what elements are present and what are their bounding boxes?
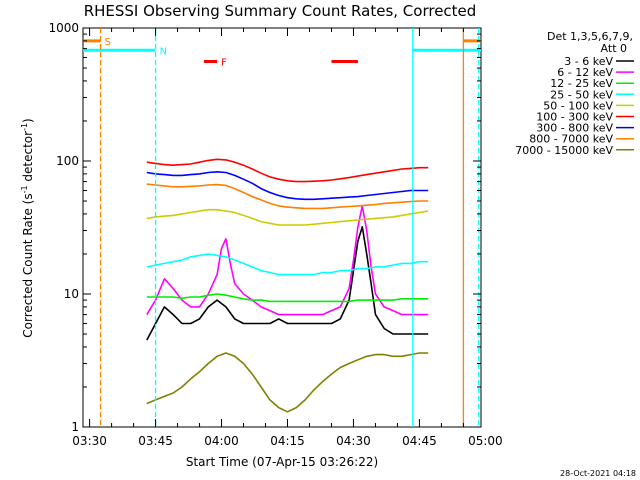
x-tick-label: 04:30: [336, 434, 371, 448]
x-tick-label: 03:45: [138, 434, 173, 448]
y-axis-label: Corrected Count Rate (s-1 detector-1): [20, 118, 35, 337]
legend-label-1: 6 - 12 keV: [557, 66, 613, 79]
legend-label-6: 300 - 800 keV: [536, 122, 613, 135]
x-axis-label: Start Time (07-Apr-15 03:26:22): [186, 455, 378, 469]
x-tick-label: 04:15: [270, 434, 305, 448]
series-line-3: [146, 253, 429, 276]
series-line-5: [146, 158, 429, 183]
series-line-4: [146, 208, 429, 226]
series-line-2: [146, 293, 429, 303]
legend-header-detectors: Det 1,3,5,6,7,9,: [547, 30, 633, 43]
interval-flag-n: N: [160, 46, 167, 57]
x-tick-label: 04:00: [204, 434, 239, 448]
legend-label-4: 50 - 100 keV: [543, 99, 613, 112]
y-tick-label: 100: [56, 154, 79, 168]
x-tick-label: 03:30: [72, 434, 107, 448]
interval-lines: [99, 28, 480, 427]
interval-flag-f: F: [221, 57, 227, 68]
x-tick-label: 04:45: [402, 434, 437, 448]
interval-flag-s: S: [105, 37, 111, 48]
legend-header-attenuator: Att 0: [601, 42, 627, 55]
series-line-7: [146, 183, 429, 210]
series-line-0: [146, 226, 429, 341]
y-tick-label: 1000: [48, 21, 79, 35]
legend-label-5: 100 - 300 keV: [536, 111, 613, 124]
generation-timestamp: 28-Oct-2021 04:18: [560, 469, 636, 478]
plot-frame: [82, 27, 482, 428]
legend-label-8: 7000 - 15000 keV: [515, 144, 613, 157]
legend-label-0: 3 - 6 keV: [564, 55, 613, 68]
observing-intervals: S N F: [83, 37, 481, 68]
y-axis-ticks: 1 10 100 1000: [48, 21, 481, 434]
legend-label-3: 25 - 50 keV: [550, 88, 613, 101]
legend-label-2: 12 - 25 keV: [550, 77, 613, 90]
y-tick-label: 10: [64, 287, 79, 301]
x-tick-label: 05:00: [468, 434, 503, 448]
series-line-1: [146, 205, 429, 316]
series-lines: [146, 158, 429, 413]
y-tick-label: 1: [71, 420, 79, 434]
chart-title: RHESSI Observing Summary Count Rates, Co…: [84, 2, 477, 20]
legend-label-7: 800 - 7000 keV: [529, 133, 613, 146]
series-line-6: [146, 171, 429, 201]
series-line-8: [146, 352, 429, 413]
x-axis-ticks: 03:30 03:45 04:00 04:15 04:30 04:45 05:00: [72, 28, 503, 448]
